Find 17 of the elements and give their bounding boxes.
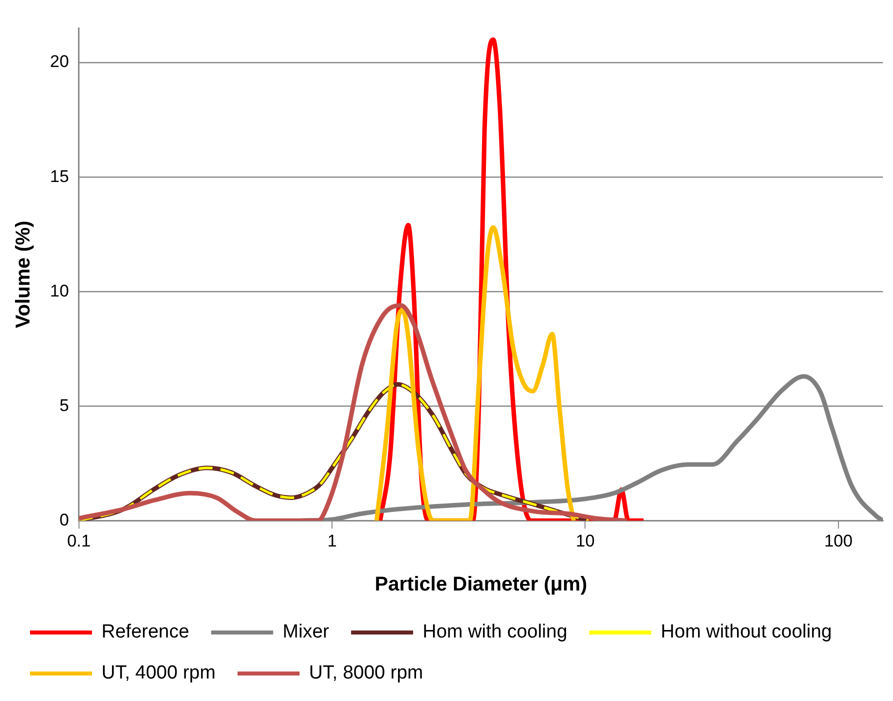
y-tick-label: 10 xyxy=(50,281,69,300)
legend-label: Mixer xyxy=(282,622,330,643)
x-tick-label: 0.1 xyxy=(67,531,91,550)
y-tick-label: 20 xyxy=(50,52,69,72)
legend-label: UT, 8000 rpm xyxy=(309,662,424,684)
y-tick-label: 5 xyxy=(59,396,69,415)
x-axis-title: Particle Diameter (μm) xyxy=(374,574,588,596)
legend-label: UT, 4000 rpm xyxy=(102,662,216,684)
y-tick-label: 0 xyxy=(59,510,69,530)
legend-label: Hom with cooling xyxy=(422,622,568,643)
legend-label: Reference xyxy=(102,622,190,643)
y-tick-label: 15 xyxy=(50,166,69,186)
y-axis-title: Volume (%) xyxy=(12,220,35,328)
x-tick-label: 10 xyxy=(576,531,595,550)
x-tick-label: 100 xyxy=(824,531,853,550)
legend-label: Hom without cooling xyxy=(660,622,832,643)
x-tick-label: 1 xyxy=(327,531,337,550)
